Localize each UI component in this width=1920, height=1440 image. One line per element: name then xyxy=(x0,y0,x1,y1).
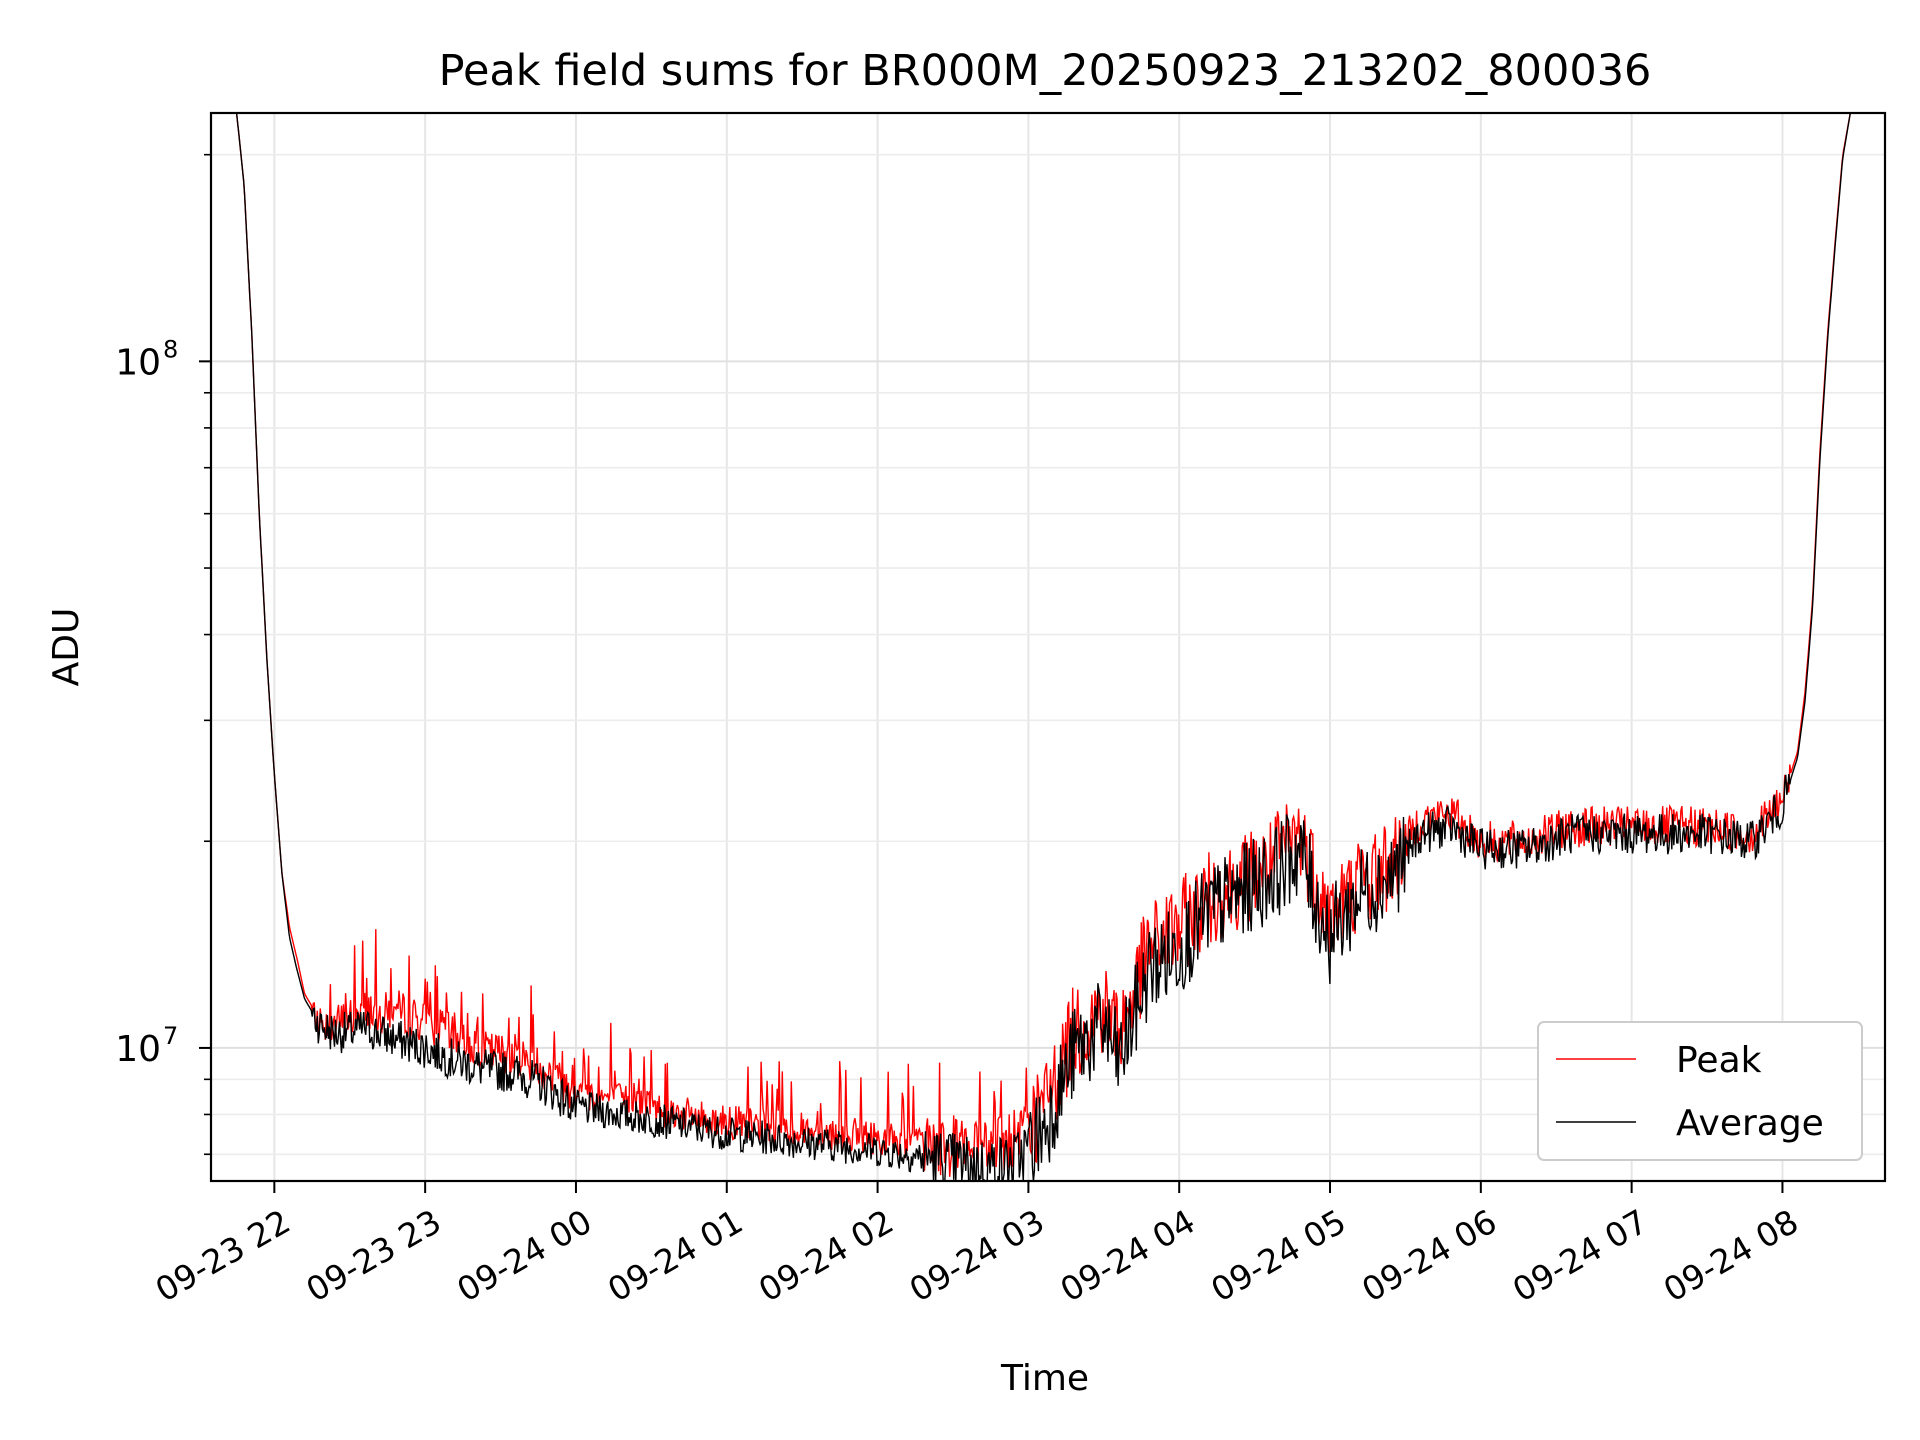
legend: Peak Average xyxy=(1537,1021,1863,1161)
legend-average-label: Average xyxy=(1676,1103,1824,1144)
y-tick-exponent: 7 xyxy=(163,1022,178,1050)
plot-frame xyxy=(209,111,1887,1183)
y-axis-label: ADU xyxy=(46,608,87,687)
grid xyxy=(211,113,1885,1181)
series-average-line xyxy=(235,113,1851,1181)
y-tick-exponent: 8 xyxy=(163,335,178,363)
legend-peak-label: Peak xyxy=(1676,1040,1762,1081)
legend-frame xyxy=(1537,1021,1863,1161)
y-tick-label: 10 xyxy=(115,342,161,383)
y-tick-label: 10 xyxy=(115,1029,161,1070)
x-axis-label: Time xyxy=(1000,1358,1089,1399)
chart-title: Peak field sums for BR000M_20250923_2132… xyxy=(439,46,1652,96)
